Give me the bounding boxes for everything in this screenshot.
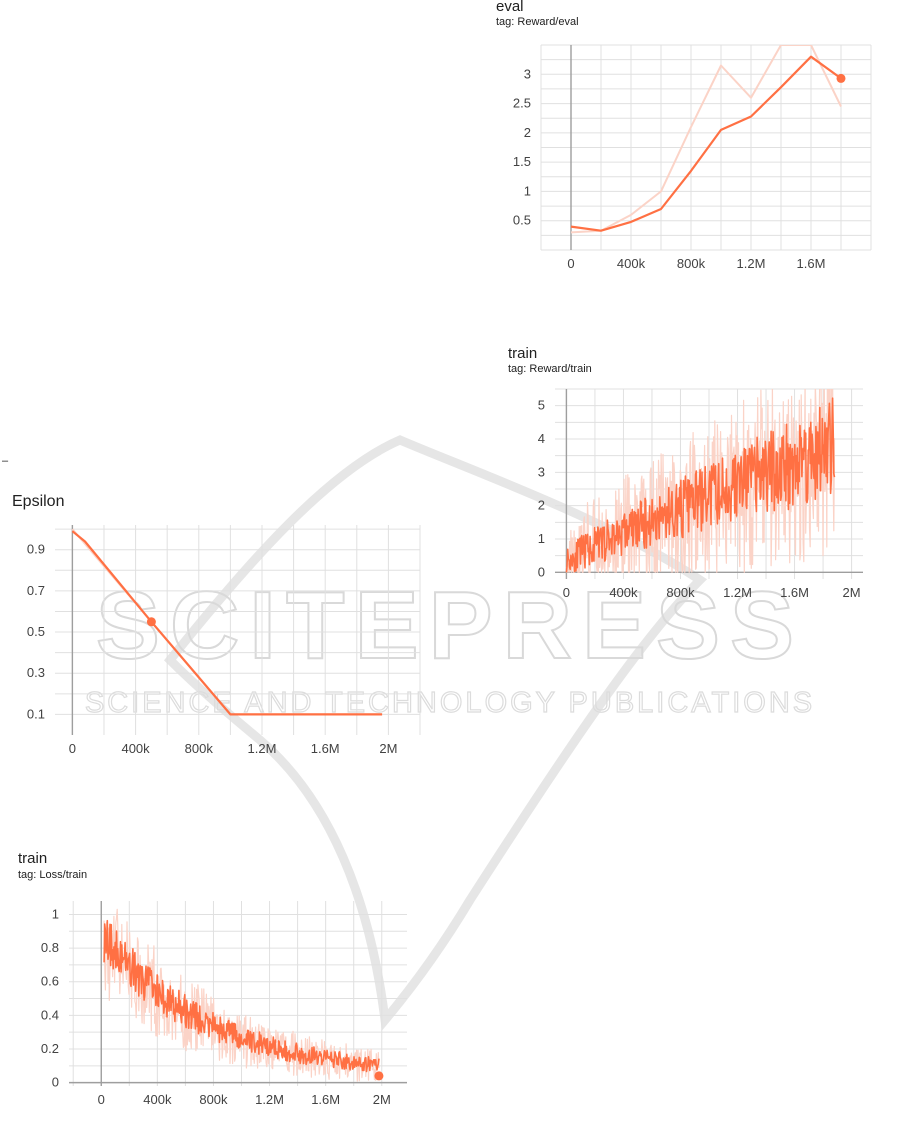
epsilon-chart-title: Epsilon: [12, 493, 65, 510]
reward-eval-xtick-label: 800k: [677, 256, 706, 271]
reward-eval-ytick-label: 1: [524, 183, 531, 198]
watermark-line1: SCITEPRESS: [96, 572, 804, 679]
loss-train-chart-tag: tag: Loss/train: [18, 869, 88, 881]
epsilon-xtick-label: 1.6M: [311, 741, 340, 756]
loss-train-marker: [374, 1071, 384, 1081]
reward-eval-grid: [540, 44, 872, 251]
epsilon-xtick-label: 1.2M: [248, 741, 277, 756]
loss-train-ytick-label: 0: [52, 1075, 59, 1090]
epsilon-xtick-label: 0: [69, 741, 76, 756]
reward-train-ytick-label: 2: [538, 498, 545, 513]
reward-train-xtick-label: 800k: [666, 585, 695, 600]
loss-train-xtick-label: 0: [98, 1092, 105, 1107]
epsilon-ytick-label: 0.9: [27, 542, 45, 557]
epsilon-xtick-label: 2M: [379, 741, 397, 756]
eval-chart-tag: tag: Reward/eval: [496, 16, 579, 28]
loss-train-smoothed-line: [103, 919, 380, 1073]
reward-train-ytick-label: 3: [538, 464, 545, 479]
reward-train-ytick-label: 1: [538, 531, 545, 546]
loss-train-ytick-label: 0.4: [41, 1007, 59, 1022]
loss-train-xtick-label: 800k: [199, 1092, 228, 1107]
reward-train-chart: 0 400k 800k 1.2M 1.6M 2M 0 1 2 3 4 5: [538, 388, 863, 600]
loss-train-xtick-label: 1.6M: [311, 1092, 340, 1107]
reward-train-ytick-label: 0: [538, 564, 545, 579]
reward-train-smoothed-line: [565, 397, 836, 573]
epsilon-plot: [71, 528, 383, 716]
loss-train-chart-title: train: [18, 850, 48, 867]
reward-eval-xtick-label: 1.6M: [797, 256, 826, 271]
epsilon-ytick-label: 0.5: [27, 624, 45, 639]
reward-train-xtick-label: 1.2M: [723, 585, 752, 600]
watermark-swoosh: [163, 435, 708, 1031]
loss-train-ytick-label: 0.8: [41, 940, 59, 955]
reward-train-ytick-label: 4: [538, 431, 545, 446]
epsilon-ytick-label: 0.1: [27, 706, 45, 721]
reward-eval-ytick-label: 2.5: [513, 96, 531, 111]
eval-chart-title: eval: [496, 0, 524, 15]
reward-eval-xtick-label: 1.2M: [737, 256, 766, 271]
reward-eval-marker: [836, 73, 846, 83]
epsilon-xtick-label: 400k: [121, 741, 150, 756]
reward-eval-xtick-label: 400k: [617, 256, 646, 271]
epsilon-xtick-label: 800k: [185, 741, 214, 756]
reward-train-ytick-label: 5: [538, 398, 545, 413]
reward-train-chart-title: train: [508, 345, 538, 362]
reward-eval-ytick-label: 0.5: [513, 213, 531, 228]
reward-eval-ytick-label: 1.5: [513, 154, 531, 169]
reward-train-xtick-label: 2M: [843, 585, 861, 600]
reward-eval-ytick-label: 3: [524, 66, 531, 81]
stray-mark: –: [2, 455, 9, 467]
reward-eval-smoothed-line: [570, 55, 842, 232]
epsilon-ytick-label: 0.3: [27, 665, 45, 680]
loss-train-xtick-label: 400k: [143, 1092, 172, 1107]
reward-train-chart-tag: tag: Reward/train: [508, 363, 592, 375]
epsilon-chart: 0 400k 800k 1.2M 1.6M 2M 0.1 0.3 0.5 0.7 0.9: [27, 525, 421, 756]
loss-train-ytick-label: 1: [52, 906, 59, 921]
loss-train-xtick-label: 1.2M: [255, 1092, 284, 1107]
loss-train-chart: 0 400k 800k 1.2M 1.6M 2M 0 0.2 0.4 0.6 0.8 1: [41, 901, 407, 1107]
reward-eval-xtick-label: 0: [567, 256, 574, 271]
loss-train-plot: [103, 908, 380, 1082]
loss-train-ytick-label: 0.2: [41, 1041, 59, 1056]
loss-train-ytick-label: 0.6: [41, 974, 59, 989]
loss-train-xtick-label: 2M: [373, 1092, 391, 1107]
reward-train-xtick-label: 0: [563, 585, 570, 600]
reward-eval-plot: [570, 45, 842, 234]
epsilon-ytick-label: 0.7: [27, 583, 45, 598]
epsilon-smoothed-line: [71, 530, 383, 716]
epsilon-raw-line: [71, 528, 383, 716]
reward-train-xtick-label: 1.6M: [780, 585, 809, 600]
reward-train-xtick-label: 400k: [609, 585, 638, 600]
reward-eval-raw-line: [570, 45, 842, 234]
reward-eval-ytick-label: 2: [524, 125, 531, 140]
epsilon-marker: [146, 617, 156, 627]
eval-chart: 0 400k 800k 1.2M 1.6M 0.5 1 1.5 2 2.5 3: [513, 44, 872, 271]
reward-train-plot: [565, 389, 836, 573]
epsilon-grid: [55, 525, 421, 735]
